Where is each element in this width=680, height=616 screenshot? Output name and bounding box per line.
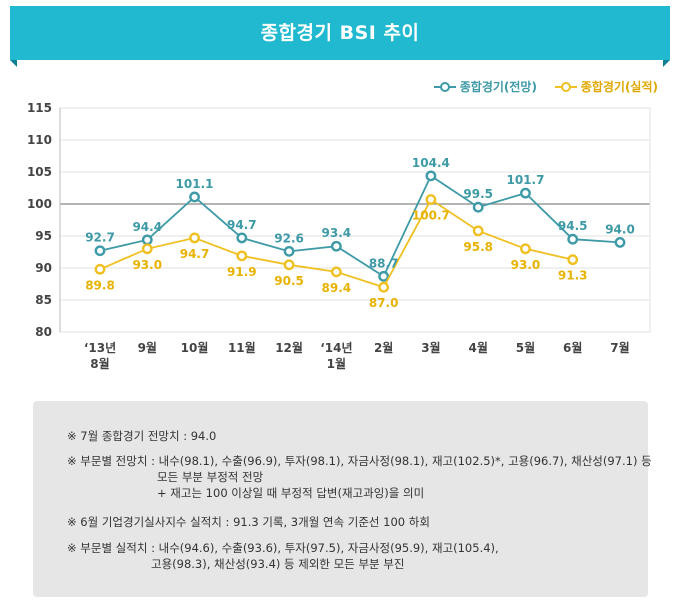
data-point-forecast bbox=[567, 233, 579, 245]
data-point-forecast bbox=[378, 270, 390, 282]
data-label-forecast: 88.7 bbox=[369, 256, 399, 270]
grid-layer bbox=[60, 107, 650, 333]
note-line: ※ 부문별 실적치 : 내수(94.6), 수출(93.6), 투자(97.5)… bbox=[67, 541, 499, 555]
data-point-forecast bbox=[330, 240, 342, 252]
banner-fold-left bbox=[10, 60, 17, 67]
note-actual-total: ※ 6월 기업경기실사지수 실적치 : 91.3 기록, 3개월 연속 기준선 … bbox=[67, 514, 430, 530]
data-point-forecast bbox=[614, 236, 626, 248]
y-tick-label: 90 bbox=[35, 261, 52, 275]
data-label-forecast: 99.5 bbox=[463, 187, 493, 201]
data-point-forecast bbox=[283, 245, 295, 257]
x-tick-label: 4월 bbox=[468, 340, 487, 355]
data-label-forecast: 94.5 bbox=[558, 219, 588, 233]
x-tick-label: 12월 bbox=[275, 340, 303, 355]
banner-fold-right bbox=[663, 60, 670, 67]
legend-swatch-forecast bbox=[433, 81, 456, 93]
data-label-actual: 90.5 bbox=[274, 274, 304, 288]
note-forecast-total: ※ 7월 종합경기 전망치 : 94.0 bbox=[67, 428, 216, 444]
x-tick-label: 9월 bbox=[138, 340, 157, 355]
x-tick-label: 10월 bbox=[181, 340, 209, 355]
x-tick-label: 7월 bbox=[610, 340, 629, 355]
y-tick-label: 80 bbox=[35, 325, 52, 339]
x-tick-label: 2월 bbox=[374, 340, 393, 355]
note-actual-sectors: ※ 부문별 실적치 : 내수(94.6), 수출(93.6), 투자(97.5)… bbox=[67, 540, 499, 572]
page-title: 종합경기 BSI 추이 bbox=[260, 22, 420, 44]
data-point-forecast bbox=[189, 191, 200, 203]
series-layer bbox=[94, 170, 626, 293]
y-tick-label: 95 bbox=[35, 229, 52, 243]
note-line: + 재고는 100 이상일 때 부정적 답변(재고과잉)을 의미 bbox=[157, 486, 425, 500]
data-point-actual bbox=[236, 250, 248, 262]
x-tick-label: 5월 bbox=[516, 340, 535, 355]
y-tick-label: 85 bbox=[35, 293, 52, 307]
data-label-forecast: 101.1 bbox=[176, 177, 214, 191]
data-point-forecast bbox=[472, 201, 484, 213]
data-label-actual: 94.7 bbox=[180, 247, 210, 261]
note-line: 모든 부분 부정적 전망 bbox=[157, 470, 264, 484]
note-forecast-sectors: ※ 부문별 전망치 : 내수(98.1), 수출(96.9), 투자(98.1)… bbox=[67, 453, 652, 501]
data-point-forecast bbox=[236, 232, 248, 244]
data-label-forecast: 93.4 bbox=[322, 226, 352, 240]
data-label-forecast: 94.7 bbox=[227, 218, 257, 232]
y-tick-label: 110 bbox=[27, 133, 52, 147]
y-tick-label: 105 bbox=[27, 165, 52, 179]
data-label-actual: 91.9 bbox=[227, 265, 257, 279]
bsi-line-chart: 80 85 90 95 100 105 110 115 ‘13년 8월 9월 10월 11월 12월 ‘14… bbox=[27, 101, 651, 371]
data-label-actual: 91.3 bbox=[558, 269, 588, 283]
legend-item-forecast: 종합경기(전망) bbox=[433, 78, 537, 95]
data-point-actual bbox=[94, 263, 106, 275]
data-point-actual bbox=[378, 281, 390, 293]
data-label-actual: 87.0 bbox=[369, 296, 399, 310]
data-point-forecast bbox=[425, 170, 437, 182]
data-label-actual: 93.0 bbox=[132, 258, 162, 272]
data-label-forecast: 92.7 bbox=[85, 231, 115, 245]
data-label-forecast: 101.7 bbox=[506, 173, 544, 187]
data-label-actual: 89.4 bbox=[322, 281, 352, 295]
axis-layer: 80 85 90 95 100 105 110 115 ‘13년 8월 9월 10월 11월 12월 ‘14… bbox=[27, 101, 651, 371]
data-point-actual bbox=[425, 194, 437, 205]
data-point-actual bbox=[189, 232, 200, 244]
legend-label-forecast: 종합경기(전망) bbox=[459, 80, 537, 94]
data-point-forecast bbox=[520, 187, 531, 199]
data-label-forecast: 104.4 bbox=[412, 156, 450, 170]
data-label-actual: 95.8 bbox=[463, 240, 493, 254]
data-label-forecast: 94.0 bbox=[605, 222, 635, 236]
note-line: ※ 부문별 전망치 : 내수(98.1), 수출(96.9), 투자(98.1)… bbox=[67, 454, 652, 468]
series-line-forecast bbox=[99, 174, 621, 278]
legend-item-actual: 종합경기(실적) bbox=[554, 78, 658, 95]
data-label-forecast: 94.4 bbox=[132, 220, 162, 234]
data-label-actual: 93.0 bbox=[511, 258, 541, 272]
note-line: ※ 7월 종합경기 전망치 : 94.0 bbox=[67, 429, 217, 443]
legend-swatch-actual bbox=[554, 81, 577, 93]
data-label-forecast: 92.6 bbox=[274, 231, 304, 245]
data-point-forecast bbox=[94, 245, 106, 257]
x-tick-label: 11월 bbox=[228, 340, 256, 355]
title-banner bbox=[10, 6, 670, 60]
data-point-actual bbox=[283, 259, 295, 271]
data-point-forecast bbox=[141, 234, 153, 246]
notes-box: ※ 7월 종합경기 전망치 : 94.0 ※ 부문별 전망치 : 내수(98.1… bbox=[33, 401, 652, 597]
legend-label-actual: 종합경기(실적) bbox=[580, 80, 658, 94]
x-tick-label: 6월 bbox=[563, 340, 582, 355]
note-line: ※ 6월 기업경기실사지수 실적치 : 91.3 기록, 3개월 연속 기준선 … bbox=[67, 515, 430, 529]
data-point-actual bbox=[141, 243, 153, 255]
data-point-actual bbox=[567, 254, 579, 266]
data-label-layer: 92.7 94.4 101.1 94.7 92.6 93.4 88.7 104.4 99.5 10… bbox=[85, 156, 635, 310]
chart-legend: 종합경기(전망) 종합경기(실적) bbox=[420, 78, 658, 96]
data-point-actual bbox=[520, 243, 531, 255]
note-line: 고용(98.3), 채산성(93.4) 등 제외한 모든 부분 부진 bbox=[151, 557, 405, 571]
y-tick-label: 100 bbox=[27, 197, 52, 211]
x-tick-label: ‘14년 1월 bbox=[320, 341, 352, 371]
data-point-actual bbox=[330, 266, 342, 278]
data-label-actual: 89.8 bbox=[85, 278, 115, 292]
data-label-actual: 100.7 bbox=[412, 209, 450, 223]
x-tick-label: 3월 bbox=[421, 340, 440, 355]
y-tick-label: 115 bbox=[27, 101, 52, 115]
x-tick-label: ‘13년 8월 bbox=[84, 341, 116, 371]
data-point-actual bbox=[472, 225, 484, 237]
